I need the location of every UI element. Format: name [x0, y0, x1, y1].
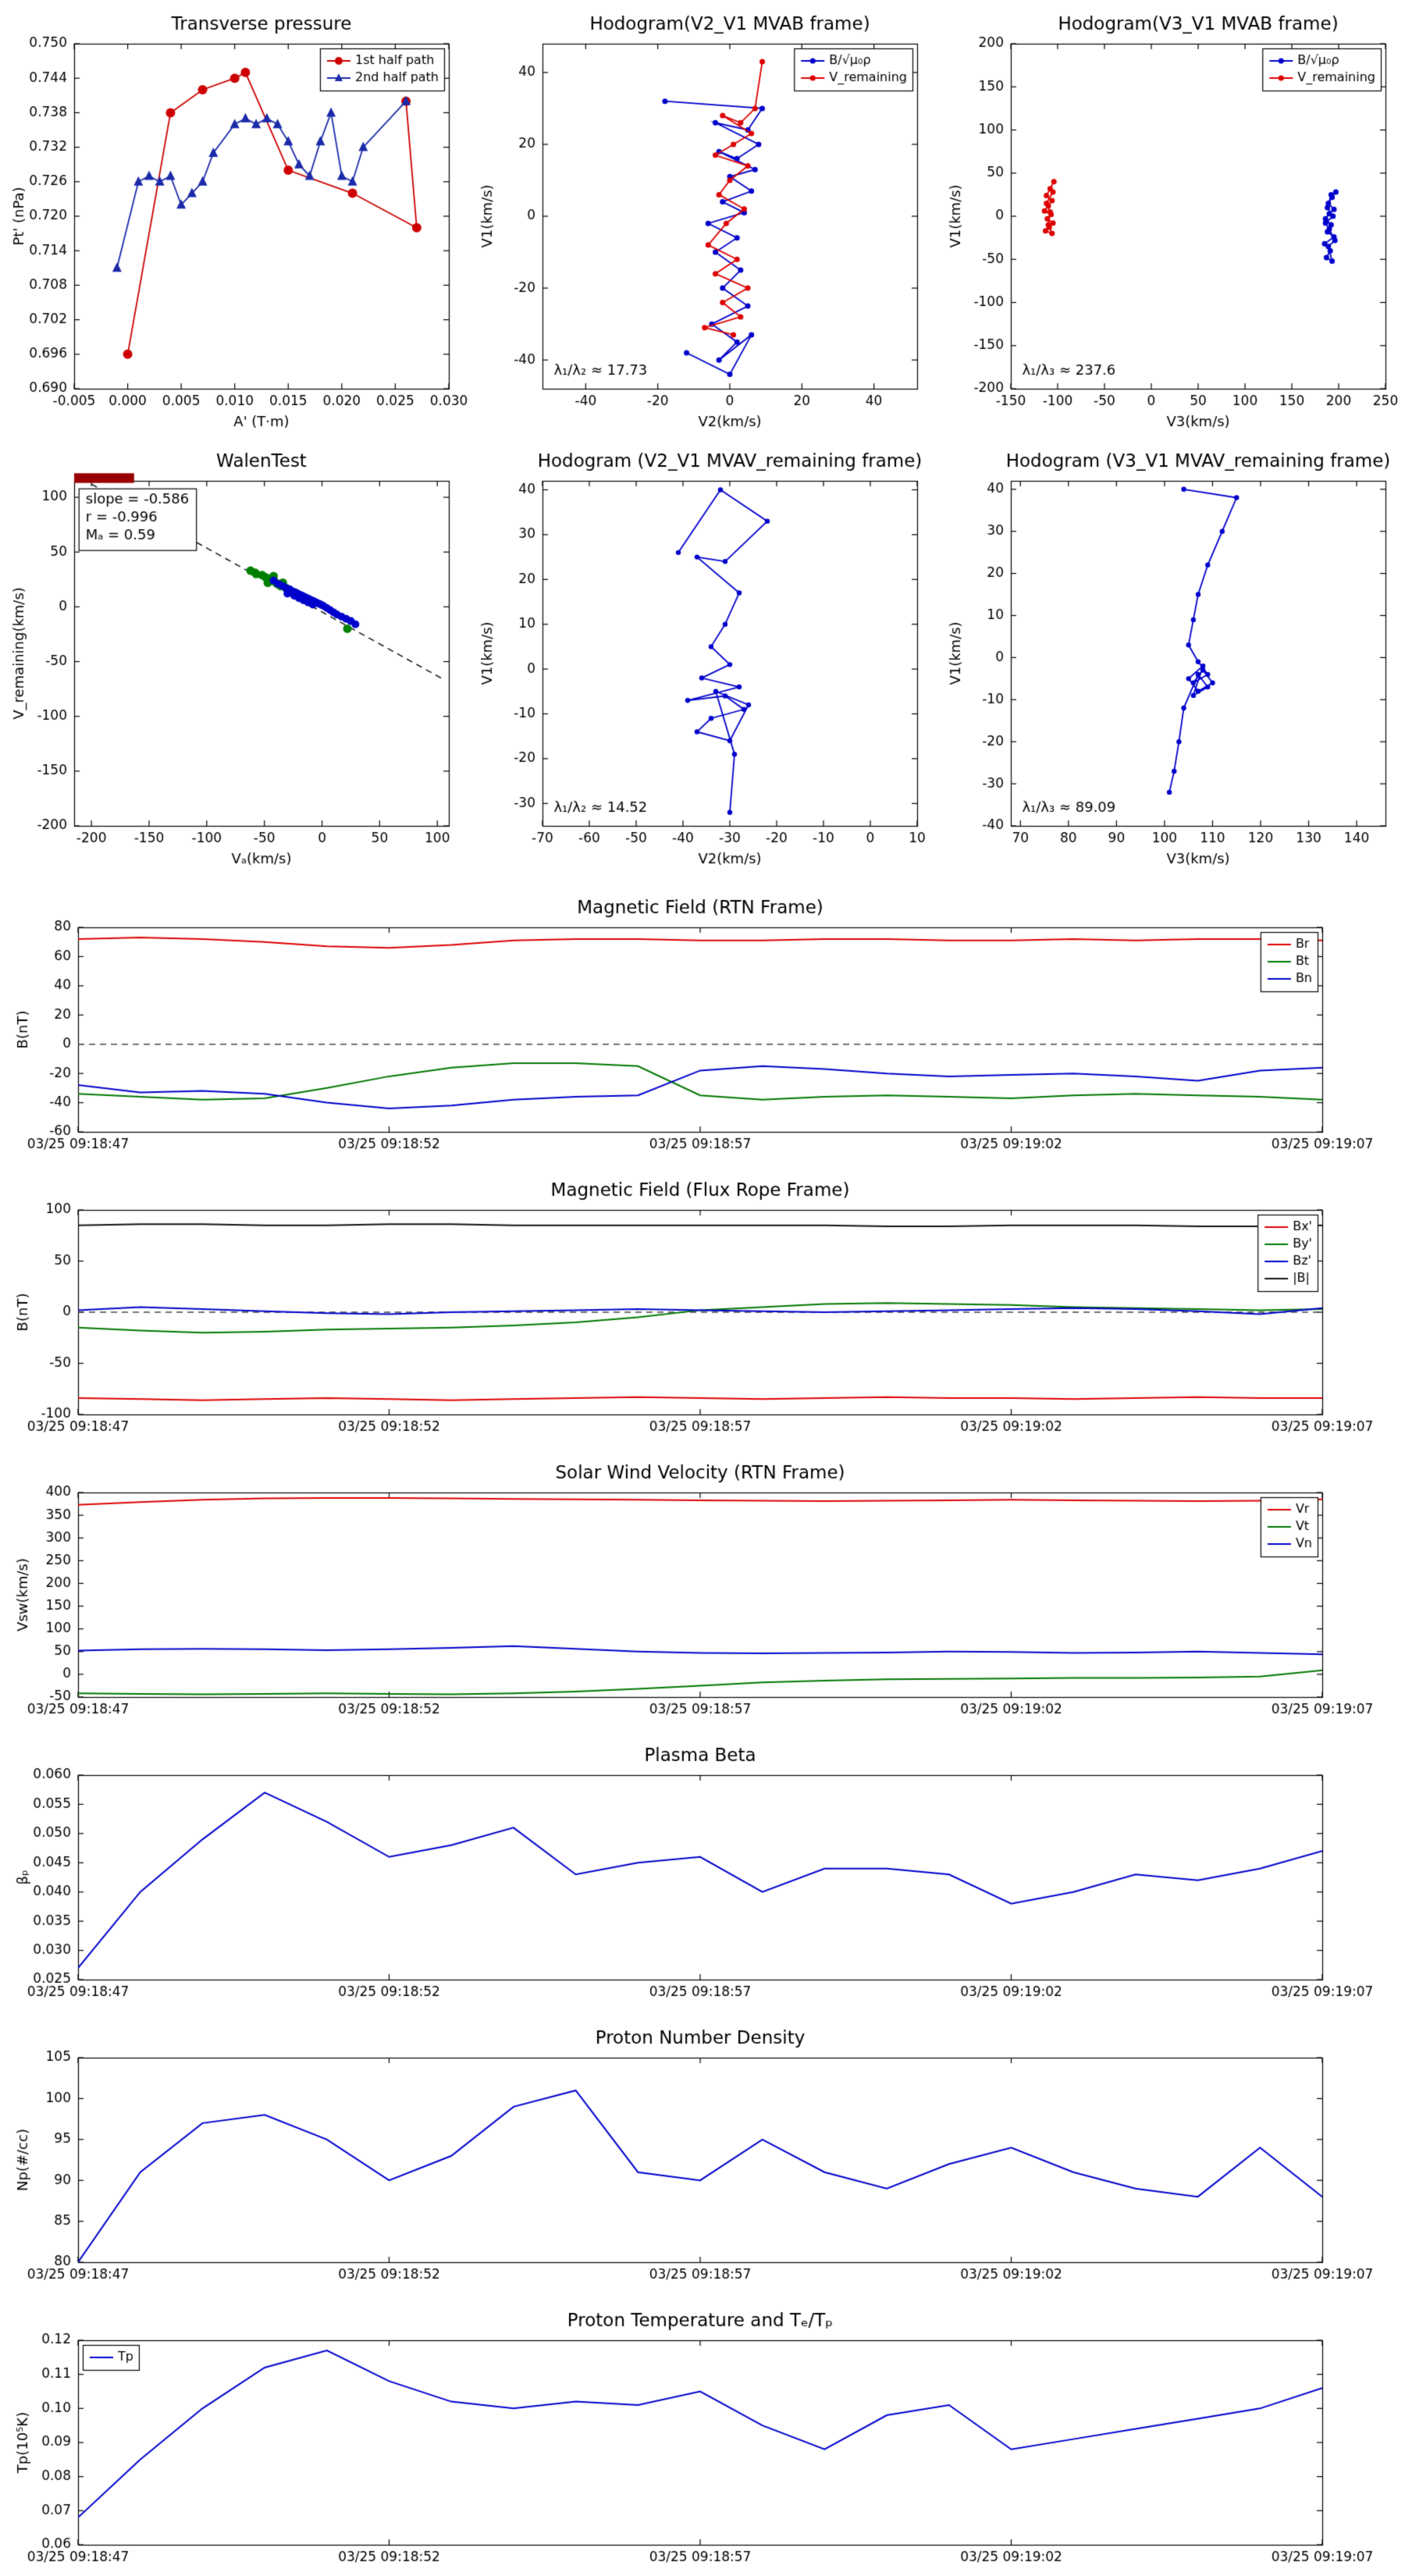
chart-magnetic-field-rtn	[0, 895, 1405, 1168]
chart-hodogram-v2v1-mvav	[468, 443, 937, 881]
chart-proton-temperature	[0, 2307, 1405, 2576]
chart-magnetic-field-flux-rope	[0, 1177, 1405, 1450]
chart-hodogram-v3v1-mvab	[937, 6, 1405, 443]
subplot-row-1	[0, 6, 1405, 443]
chart-walen-test	[0, 443, 468, 881]
chart-hodogram-v3v1-mvav	[937, 443, 1405, 881]
chart-hodogram-v2v1-mvab	[468, 6, 937, 443]
timeseries-stack	[0, 895, 1405, 2576]
chart-proton-number-density	[0, 2025, 1405, 2298]
subplot-row-2	[0, 443, 1405, 881]
chart-transverse-pressure	[0, 6, 468, 443]
chart-plasma-beta	[0, 1742, 1405, 2016]
chart-solar-wind-velocity	[0, 1460, 1405, 1733]
